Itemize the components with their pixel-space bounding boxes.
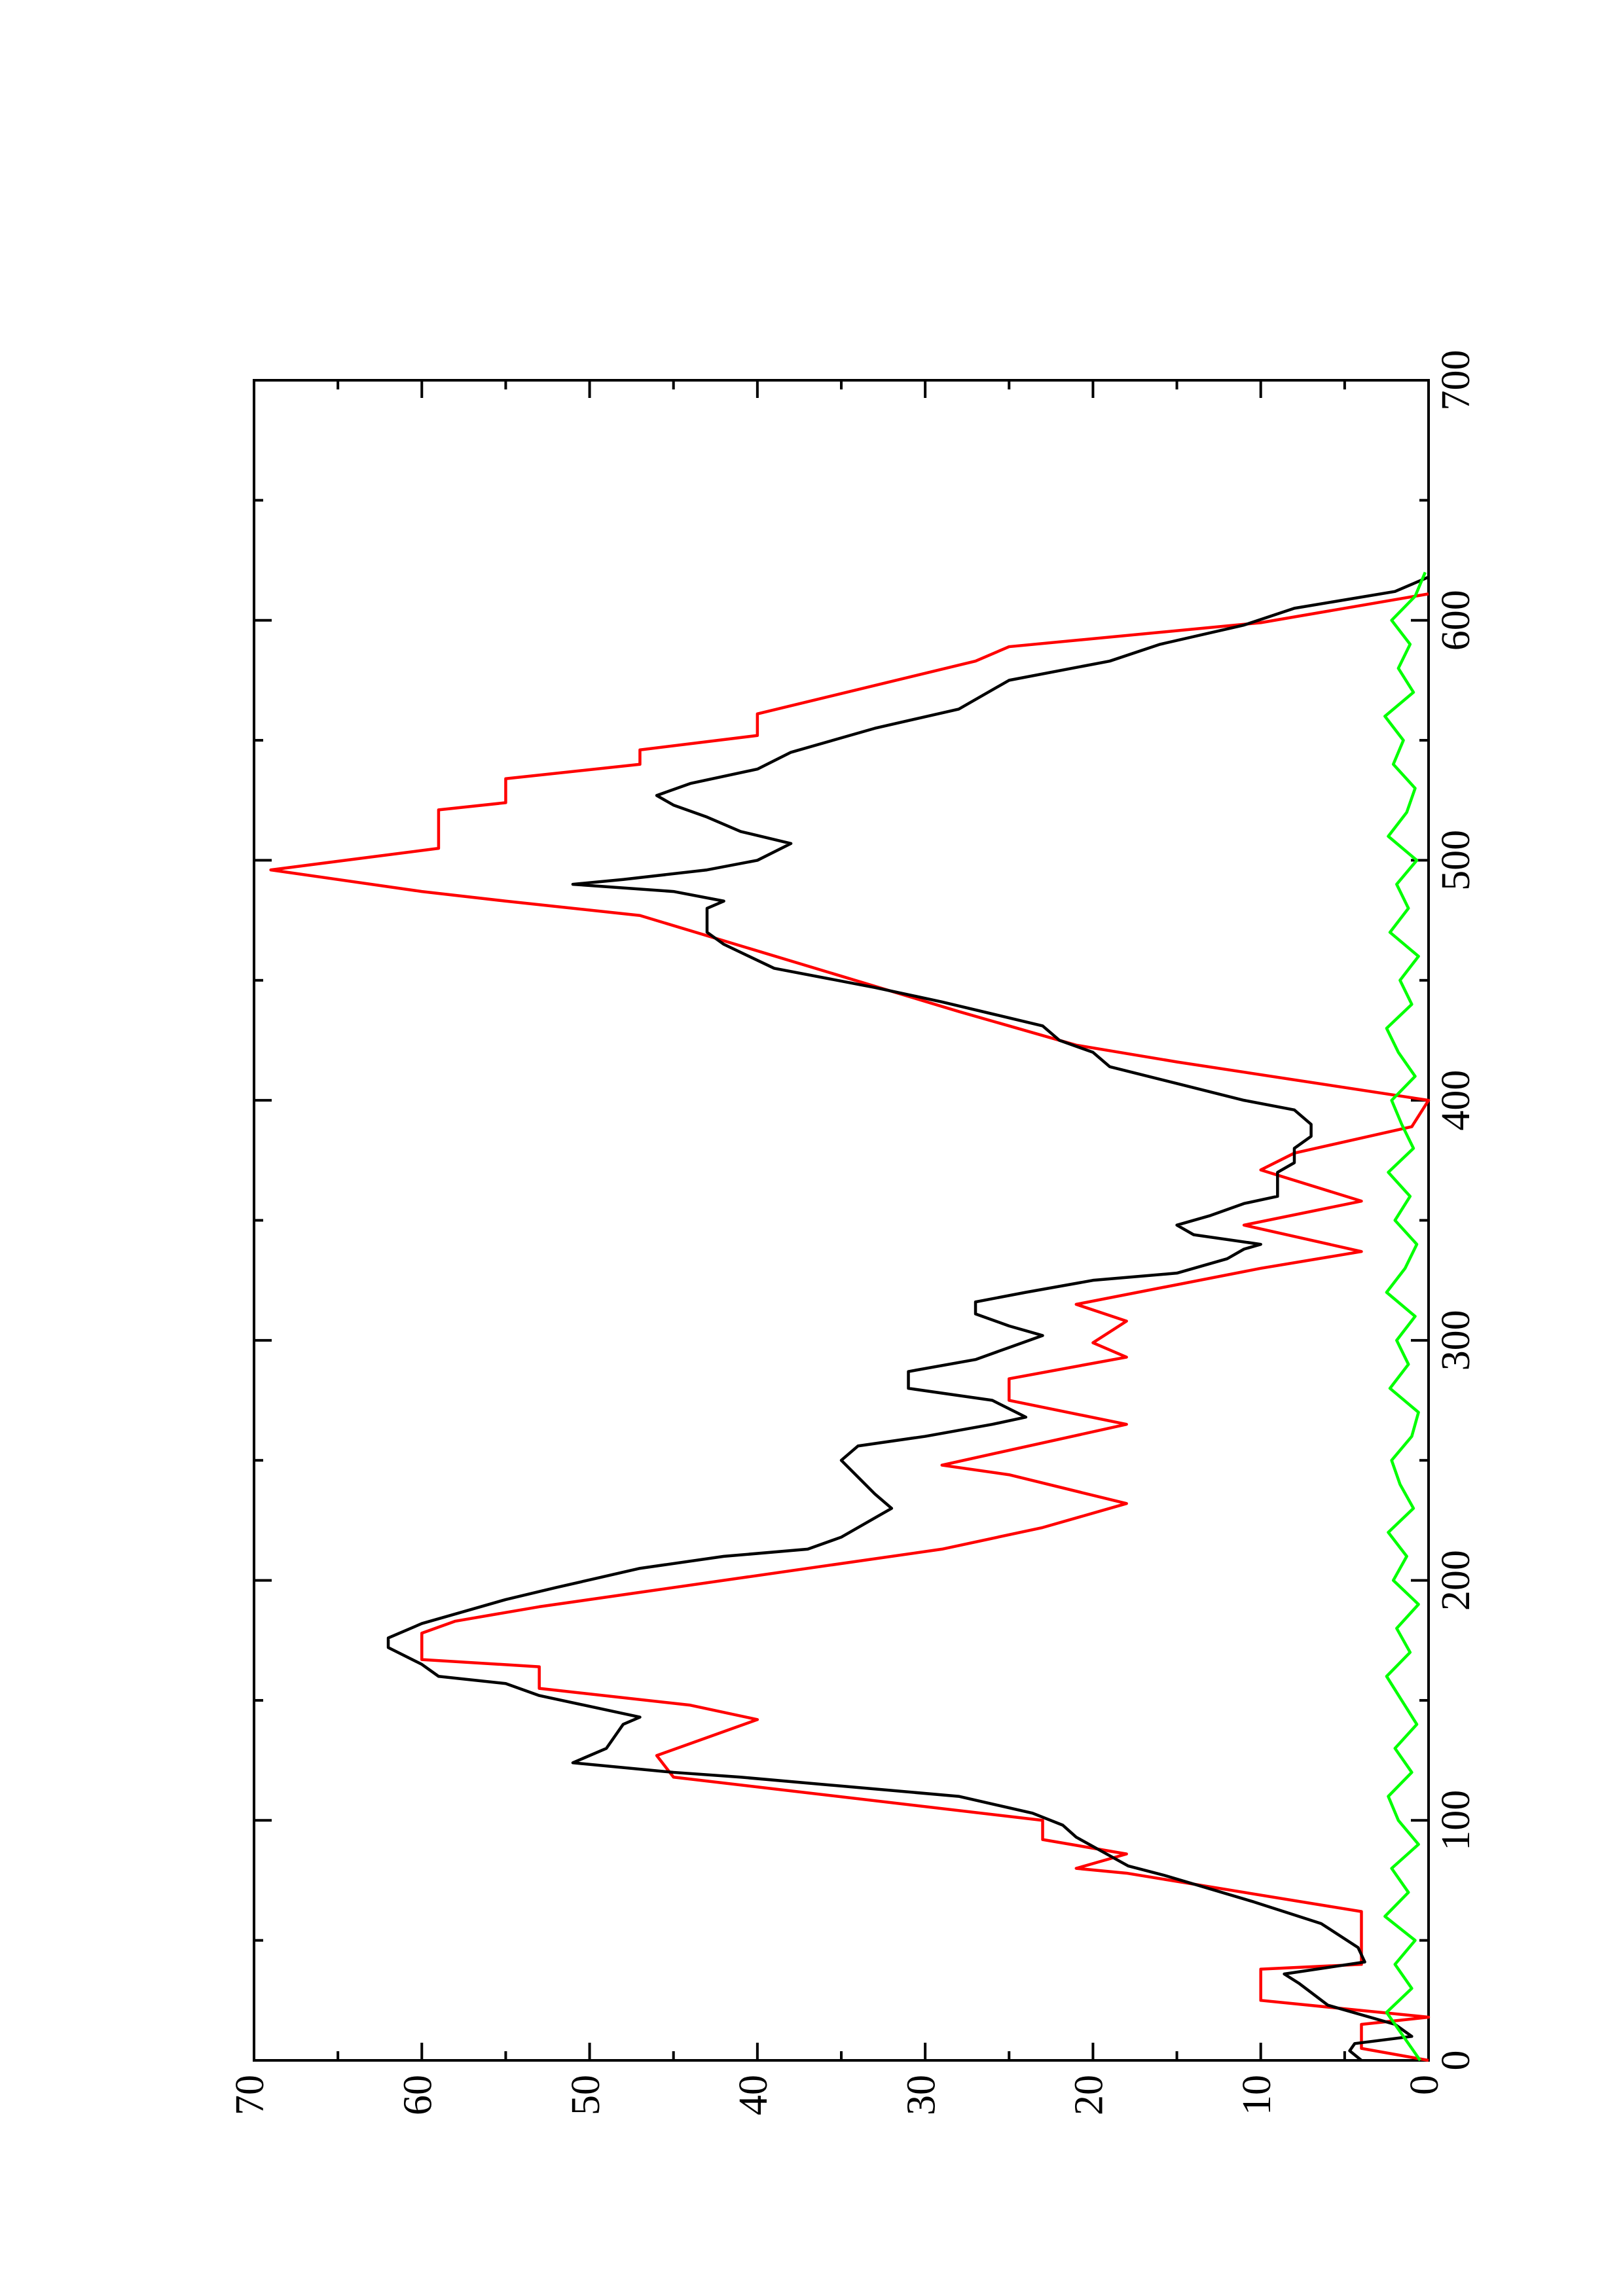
y-tick-label: 60 (396, 2075, 441, 2115)
plot-frame (253, 379, 1430, 2062)
y-tick-label: 30 (899, 2075, 943, 2115)
y-tick-label: 0 (1402, 2075, 1447, 2095)
y-tick-label: 20 (1067, 2075, 1112, 2115)
y-tick-label: 10 (1235, 2075, 1279, 2115)
x-tick-label: 600 (1434, 590, 1478, 651)
y-tick-label: 50 (564, 2075, 608, 2115)
x-tick-label: 200 (1434, 1550, 1478, 1611)
x-tick-label: 100 (1434, 1790, 1478, 1851)
data-line (269, 592, 1431, 2062)
y-tick-label: 40 (731, 2075, 776, 2115)
x-tick-label: 0 (1434, 2051, 1478, 2071)
data-line (1383, 571, 1427, 2062)
x-tick-label: 300 (1434, 1310, 1478, 1371)
x-tick-label: 500 (1434, 830, 1478, 891)
x-tick-label: 400 (1434, 1070, 1478, 1131)
x-tick-label: 700 (1434, 350, 1478, 411)
data-line (386, 575, 1429, 2062)
y-tick-label: 70 (228, 2075, 272, 2115)
